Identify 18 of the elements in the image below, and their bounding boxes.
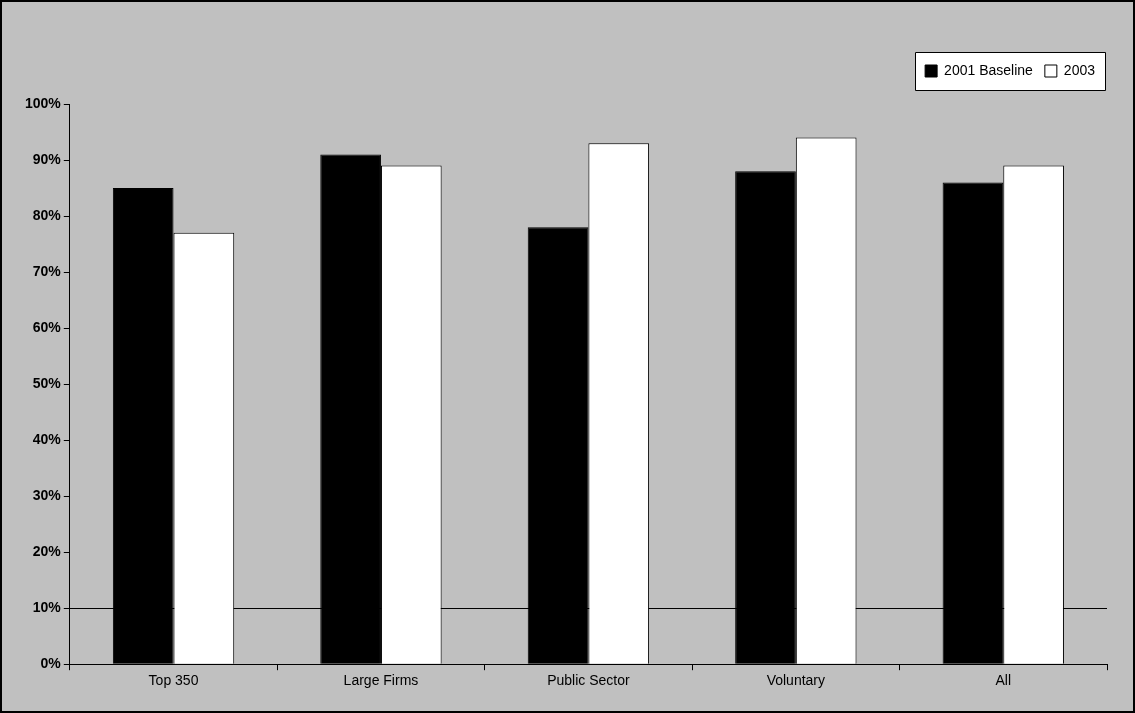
y-tick-label: 30%	[32, 487, 62, 503]
y-tick-label: 10%	[32, 599, 62, 616]
y-tick-label: 90%	[32, 150, 62, 167]
y-tick-label: 50%	[32, 374, 62, 391]
y-tick-label: 40%	[32, 430, 62, 447]
x-tick-label: All	[995, 672, 1012, 689]
legend-label: 2001 Baseline	[944, 61, 1034, 78]
y-tick-label: 80%	[32, 206, 62, 223]
x-tick-label: Public Sector	[547, 672, 630, 689]
x-tick-label: Top 350	[148, 672, 199, 689]
legend-label: 2003	[1063, 61, 1096, 78]
y-tick-label: 60%	[32, 318, 62, 335]
x-tick-label: Voluntary	[766, 672, 826, 689]
x-tick-label: Large Firms	[343, 672, 419, 689]
y-tick-label: 0%	[40, 655, 62, 672]
y-tick-label: 20%	[32, 543, 62, 560]
y-tick-label: 70%	[32, 262, 62, 279]
y-tick-label: 100%	[24, 94, 62, 111]
